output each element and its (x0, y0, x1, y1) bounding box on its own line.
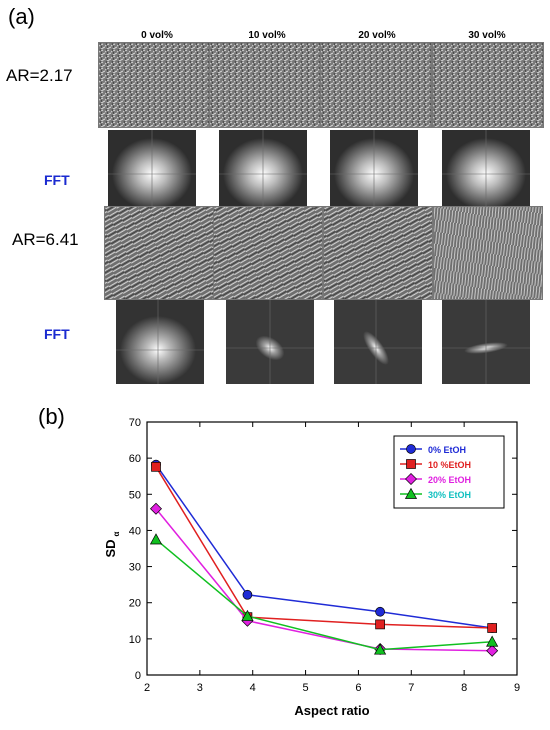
x-tick-label-7: 9 (514, 682, 520, 694)
sem-image-ar641-30vol (433, 206, 543, 300)
series-line-2 (155, 508, 493, 652)
x-tick-label-0: 2 (144, 682, 150, 694)
panel-a-label: (a) (8, 4, 35, 29)
y-axis-label-subscript: α (112, 532, 121, 537)
legend-label-1: 10 %EtOH (428, 460, 471, 470)
column-header-20: 20 vol% (358, 30, 396, 41)
y-tick-label-0: 0 (135, 670, 141, 682)
sem-image-ar641-0vol (104, 206, 214, 300)
sem-image-ar217-10vol (209, 42, 321, 128)
series-3-point-1 (241, 609, 254, 621)
plot-frame (146, 421, 518, 676)
series-line-3 (155, 538, 493, 651)
column-header-30: 30 vol% (468, 30, 506, 41)
y-tick-label-1: 10 (129, 634, 141, 646)
x-tick-label-6: 8 (461, 682, 467, 694)
fft-image-ar641-30vol (442, 300, 530, 384)
x-tick-label-3: 5 (303, 682, 309, 694)
y-tick-label-5: 50 (129, 489, 141, 501)
series-2-point-3 (486, 644, 499, 657)
x-axis-label: Aspect ratio (294, 703, 369, 718)
panel-b-label: (b) (38, 404, 65, 429)
y-tick-label-6: 60 (129, 453, 141, 465)
x-tick-label-4: 6 (355, 682, 361, 694)
legend-label-0: 0% EtOH (428, 445, 466, 455)
legend-marker-3 (404, 487, 418, 499)
series-3-point-3 (486, 635, 499, 647)
fft-label-row2: FFT (44, 326, 70, 342)
fft-image-ar217-20vol (330, 130, 418, 208)
sem-image-ar217-20vol (320, 42, 432, 128)
y-tick-label-7: 70 (129, 417, 141, 429)
fft-image-ar217-30vol (442, 130, 530, 208)
series-3-point-2 (374, 643, 387, 655)
x-tick-label-5: 7 (408, 682, 414, 694)
series-1-point-3 (487, 623, 498, 633)
column-header-10: 10 vol% (248, 30, 286, 41)
fft-image-ar641-0vol (116, 300, 204, 384)
x-tick-label-2: 4 (250, 682, 256, 694)
y-tick-label-3: 30 (129, 562, 141, 574)
series-line-1 (155, 466, 493, 629)
sem-image-ar217-30vol (432, 42, 544, 128)
series-0-point-2 (375, 606, 385, 617)
fft-label-row1: FFT (44, 172, 70, 188)
y-axis-label: SD (103, 539, 118, 557)
fft-image-ar217-10vol (219, 130, 307, 208)
sem-image-ar641-20vol (323, 206, 433, 300)
sem-image-ar217-0vol (98, 42, 210, 128)
column-header-0: 0 vol% (141, 30, 173, 41)
row-label-ar-6-41: AR=6.41 (12, 230, 79, 249)
legend-label-3: 30% EtOH (428, 490, 471, 500)
series-0-point-1 (242, 589, 253, 600)
series-1-point-0 (151, 461, 161, 472)
fft-image-ar217-0vol (108, 130, 196, 208)
legend-marker-2 (405, 473, 417, 485)
series-3-point-0 (149, 533, 163, 545)
fft-image-ar641-10vol (226, 300, 314, 384)
row-label-ar-2-17: AR=2.17 (6, 66, 73, 85)
series-1-point-2 (375, 619, 385, 630)
fft-image-ar641-20vol (334, 300, 422, 384)
sem-image-ar641-10vol (213, 206, 323, 300)
series-line-0 (155, 464, 493, 629)
legend-label-2: 20% EtOH (428, 475, 471, 485)
series-2-point-0 (149, 502, 162, 515)
y-tick-label-4: 40 (129, 525, 141, 537)
legend-marker-1 (406, 459, 416, 469)
legend-marker-0 (406, 444, 416, 454)
x-tick-label-1: 3 (197, 682, 203, 694)
y-tick-label-2: 20 (129, 598, 141, 610)
